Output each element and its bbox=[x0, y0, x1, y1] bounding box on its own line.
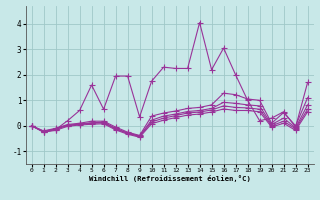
X-axis label: Windchill (Refroidissement éolien,°C): Windchill (Refroidissement éolien,°C) bbox=[89, 175, 251, 182]
